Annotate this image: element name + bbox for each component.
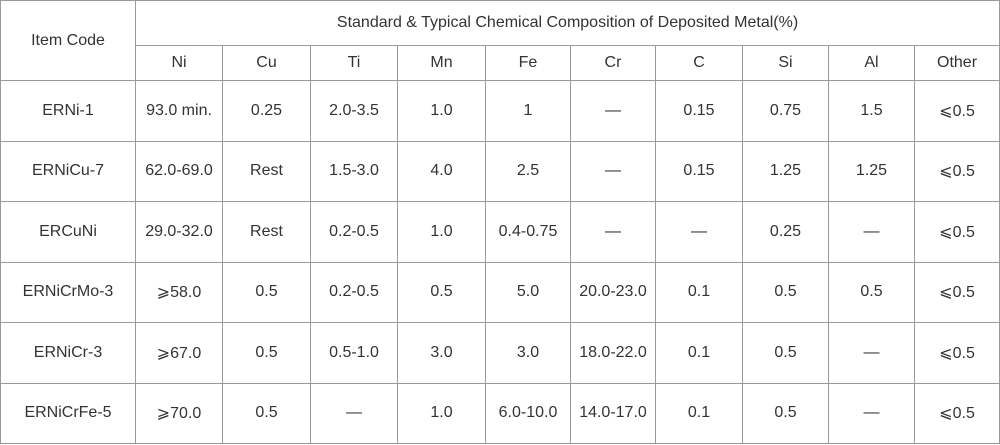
- cell: 93.0 min.: [135, 80, 223, 142]
- cell: 3.0: [397, 322, 486, 384]
- cell: 20.0-23.0: [570, 261, 656, 323]
- cell: ⩽0.5: [913, 201, 1000, 263]
- item-code: ERNiCu-7: [0, 140, 136, 202]
- cell: 0.15: [655, 80, 743, 142]
- cell: —: [570, 140, 656, 202]
- column-header: Ti: [310, 45, 398, 81]
- cell: ⩾58.0: [135, 261, 223, 323]
- cell: 1.25: [828, 140, 915, 202]
- cell: 0.1: [655, 322, 743, 384]
- cell: —: [828, 382, 915, 444]
- cell: 29.0-32.0: [135, 201, 223, 263]
- column-header: Al: [828, 45, 915, 81]
- item-code-header: Item Code: [0, 0, 136, 81]
- column-header: Mn: [397, 45, 486, 81]
- column-header: C: [655, 45, 743, 81]
- cell: ⩽0.5: [913, 261, 1000, 323]
- cell: 0.5: [742, 322, 829, 384]
- cell: 0.25: [742, 201, 829, 263]
- cell: 0.5: [742, 382, 829, 444]
- cell: 0.5: [222, 382, 311, 444]
- cell: 0.25: [222, 80, 311, 142]
- item-code: ERNiCrFe-5: [0, 382, 136, 444]
- table-row: ERNi-1 93.0 min. 0.25 2.0-3.5 1.0 1—0.15 0.75 1…: [0, 80, 1000, 142]
- cell: —: [570, 201, 656, 263]
- cell: 0.5: [222, 322, 311, 384]
- column-header: Fe: [485, 45, 571, 81]
- cell: 0.5: [742, 261, 829, 323]
- cell: 0.5-1.0: [310, 322, 398, 384]
- cell: 18.0-22.0: [570, 322, 656, 384]
- cell: —: [828, 201, 915, 263]
- cell: 2.5: [485, 140, 571, 202]
- cell: ⩾67.0: [135, 322, 223, 384]
- cell: 0.4-0.75: [485, 201, 571, 263]
- cell: 4.0: [397, 140, 486, 202]
- cell: 0.1: [655, 261, 743, 323]
- cell: 0.5: [222, 261, 311, 323]
- cell: 0.2-0.5: [310, 201, 398, 263]
- cell: 0.5: [828, 261, 915, 323]
- cell: Rest: [222, 140, 311, 202]
- item-code: ERNiCrMo-3: [0, 261, 136, 323]
- cell: 1.5-3.0: [310, 140, 398, 202]
- cell: 1.5: [828, 80, 915, 142]
- table-row: ERNiCrMo-3 ⩾58.0 0.5 0.2-0.5 0.5 5.0 20.0-23.0…: [0, 261, 1000, 323]
- cell: 0.5: [397, 261, 486, 323]
- table-row: ERNiCu-7 62.0-69.0 Rest 1.5-3.0 4.0 2.5—0.15 1…: [0, 140, 1000, 202]
- cell: 1: [485, 80, 571, 142]
- cell: —: [828, 322, 915, 384]
- cell: ⩽0.5: [913, 80, 1000, 142]
- column-header: Cr: [570, 45, 656, 81]
- table-title: Standard & Typical Chemical Composition …: [134, 0, 1000, 46]
- cell: 2.0-3.5: [310, 80, 398, 142]
- cell: 62.0-69.0: [135, 140, 223, 202]
- cell: —: [570, 80, 656, 142]
- cell: ⩽0.5: [913, 140, 1000, 202]
- cell: ⩽0.5: [913, 382, 1000, 444]
- table-row: ERCuNi 29.0-32.0 Rest 0.2-0.5 1.0 0.4-0.75— —0…: [0, 201, 1000, 263]
- item-code: ERNiCr-3: [0, 322, 136, 384]
- table-row: ERNiCr-3 ⩾67.0 0.5 0.5-1.0 3.0 3.0 18.0-22.0 0.…: [0, 322, 1000, 384]
- cell: 6.0-10.0: [485, 382, 571, 444]
- cell: 0.1: [655, 382, 743, 444]
- cell: 5.0: [485, 261, 571, 323]
- cell: 1.0: [397, 80, 486, 142]
- cell: 1.0: [397, 201, 486, 263]
- cell: 1.25: [742, 140, 829, 202]
- cell: —: [310, 382, 398, 444]
- cell: —: [655, 201, 743, 263]
- cell: 14.0-17.0: [570, 382, 656, 444]
- cell: 1.0: [397, 382, 486, 444]
- item-code: ERCuNi: [0, 201, 136, 263]
- item-code: ERNi-1: [0, 80, 136, 142]
- column-header: Si: [742, 45, 829, 81]
- table-row: ERNiCrFe-5 ⩾70.0 0.5—1.0 6.0-10.0 14.0-17.0 0…: [0, 382, 1000, 444]
- cell: Rest: [222, 201, 311, 263]
- cell: 0.15: [655, 140, 743, 202]
- column-header: Ni: [135, 45, 223, 81]
- column-header: Other: [913, 45, 1000, 81]
- cell: 0.75: [742, 80, 829, 142]
- cell: 3.0: [485, 322, 571, 384]
- cell: ⩽0.5: [913, 322, 1000, 384]
- cell: 0.2-0.5: [310, 261, 398, 323]
- cell: ⩾70.0: [135, 382, 223, 444]
- column-header: Cu: [222, 45, 311, 81]
